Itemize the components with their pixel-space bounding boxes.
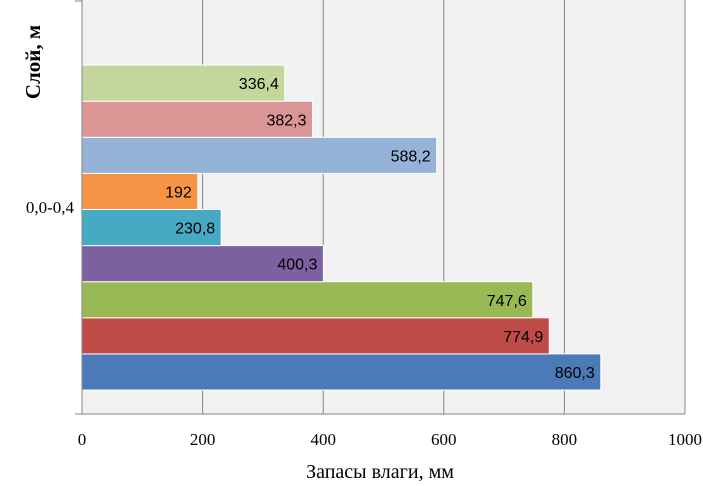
axes [75,0,685,415]
bar [81,100,314,138]
bar-value-label: 860,3 [555,365,595,382]
bar-value-label: 588,2 [391,148,431,165]
bars: 860,3 774,9 747,6 400,3 230,8 192 588,2 382,3 33… [81,64,602,391]
bar [81,64,286,102]
bar [81,317,550,355]
bar-value-label: 400,3 [277,257,317,274]
x-axis-title: Запасы влаги, мм [306,461,454,483]
bar [81,136,438,174]
bar-value-label: 382,3 [266,112,306,129]
bar-value-label: 336,4 [239,76,279,93]
x-tick-label: 600 [431,430,457,449]
bar-value-label: 192 [165,184,192,201]
x-tick-label: 1000 [668,430,702,449]
bar-value-label: 774,9 [503,329,543,346]
bar-value-label: 747,6 [487,293,527,310]
bar [81,281,534,319]
bar [81,172,199,210]
bar-value-label: 230,8 [175,221,215,238]
bar [81,245,324,283]
bar [81,353,602,391]
x-tick-label: 800 [552,430,578,449]
x-tick-label: 0 [78,430,87,449]
x-tick-label: 200 [190,430,216,449]
x-tick-labels: 0 200 400 600 800 1000 [78,430,702,449]
y-axis-title: Слой, м [21,25,45,99]
x-tick-label: 400 [310,430,336,449]
category-label: 0,0-0,4 [26,198,75,217]
bar [81,209,222,247]
